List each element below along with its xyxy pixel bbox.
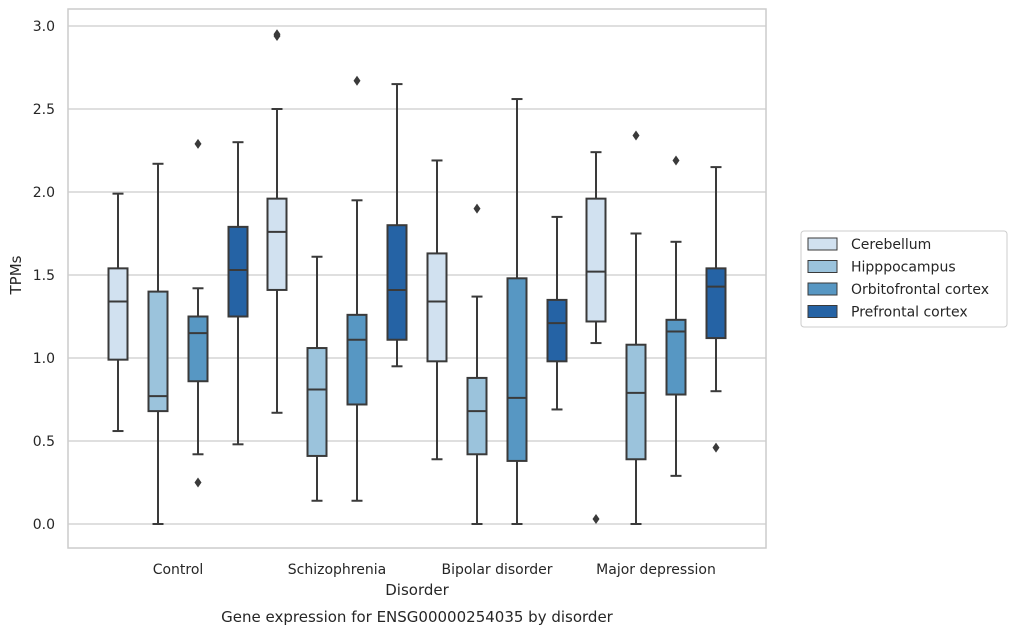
iqr-box bbox=[266, 197, 288, 291]
y-tick-label: 1.0 bbox=[33, 351, 55, 367]
legend-swatch bbox=[807, 260, 838, 273]
box-element bbox=[147, 162, 169, 525]
legend: Cerebellum Hipppocampus Orbitofrontal cort… bbox=[800, 230, 1008, 328]
series-group bbox=[187, 75, 687, 525]
iqr-box bbox=[705, 267, 727, 340]
legend-label: Cerebellum bbox=[851, 237, 931, 253]
legend-swatch bbox=[807, 282, 838, 296]
outlier-point bbox=[712, 442, 720, 453]
y-tick-label: 1.5 bbox=[33, 268, 55, 284]
series-group bbox=[147, 130, 647, 525]
y-tick-label: 3.0 bbox=[33, 19, 55, 35]
iqr-box bbox=[546, 298, 568, 363]
plot-frame bbox=[67, 8, 767, 549]
outlier-point bbox=[592, 514, 600, 525]
iqr-box bbox=[426, 252, 448, 363]
y-tick-label: 0.0 bbox=[33, 517, 55, 533]
box-element bbox=[266, 29, 288, 414]
box-element bbox=[625, 130, 647, 525]
legend-item: Prefrontal cortex bbox=[807, 305, 968, 321]
iqr-box bbox=[147, 290, 169, 413]
box-element bbox=[306, 255, 328, 502]
y-axis-ticks: 0.0 0.5 1.0 1.5 2.0 2.5 3.0 bbox=[33, 19, 55, 533]
chart-caption: Gene expression for ENSG00000254035 by d… bbox=[221, 608, 614, 626]
legend-swatch bbox=[807, 305, 838, 318]
box-element bbox=[386, 83, 408, 368]
legend-swatch bbox=[807, 237, 838, 251]
y-tick-label: 2.0 bbox=[33, 185, 55, 201]
iqr-box bbox=[187, 315, 209, 383]
iqr-box bbox=[506, 277, 528, 462]
iqr-box bbox=[386, 224, 408, 341]
series-group bbox=[107, 29, 607, 525]
outlier-point bbox=[473, 203, 481, 214]
legend-label: Prefrontal cortex bbox=[851, 305, 968, 321]
iqr-box bbox=[227, 225, 249, 318]
y-tick-label: 2.5 bbox=[33, 102, 55, 118]
x-tick-label: Schizophrenia bbox=[288, 562, 386, 578]
box-element bbox=[705, 166, 727, 453]
outlier-point bbox=[273, 29, 281, 40]
iqr-box bbox=[306, 347, 328, 457]
iqr-box bbox=[585, 197, 607, 323]
box-element bbox=[107, 192, 129, 433]
iqr-box bbox=[346, 313, 368, 406]
box-element bbox=[585, 151, 607, 525]
x-axis-label: Disorder bbox=[385, 581, 449, 599]
box-element bbox=[187, 138, 209, 488]
x-tick-label: Major depression bbox=[596, 562, 716, 578]
box-element bbox=[227, 141, 249, 446]
legend-item: Cerebellum bbox=[807, 237, 931, 253]
box-element bbox=[466, 203, 488, 525]
legend-frame bbox=[800, 230, 1008, 328]
legend-item: Orbitofrontal cortex bbox=[807, 282, 989, 298]
box-element bbox=[546, 215, 568, 411]
outlier-point bbox=[194, 138, 202, 149]
legend-label: Hipppocampus bbox=[851, 260, 956, 276]
outlier-point bbox=[194, 477, 202, 488]
legend-item: Hipppocampus bbox=[807, 260, 956, 276]
box-element bbox=[506, 98, 528, 525]
iqr-box bbox=[466, 376, 488, 456]
iqr-box bbox=[665, 318, 687, 396]
series-group bbox=[227, 83, 727, 453]
box-element bbox=[426, 159, 448, 461]
y-axis-label: TPMs bbox=[7, 255, 25, 295]
legend-label: Orbitofrontal cortex bbox=[851, 282, 989, 298]
iqr-box bbox=[625, 343, 647, 461]
box-element bbox=[346, 75, 368, 502]
x-axis-ticks: Control Schizophrenia Bipolar disorder Majo… bbox=[153, 562, 716, 578]
box-series bbox=[107, 29, 727, 525]
y-tick-label: 0.5 bbox=[33, 434, 55, 450]
outlier-point bbox=[672, 155, 680, 166]
x-tick-label: Control bbox=[153, 562, 204, 578]
outlier-point bbox=[632, 130, 640, 141]
x-tick-label: Bipolar disorder bbox=[441, 562, 552, 578]
iqr-box bbox=[107, 267, 129, 361]
outlier-point bbox=[353, 75, 361, 86]
gridlines bbox=[68, 25, 766, 525]
box-element bbox=[665, 155, 687, 477]
